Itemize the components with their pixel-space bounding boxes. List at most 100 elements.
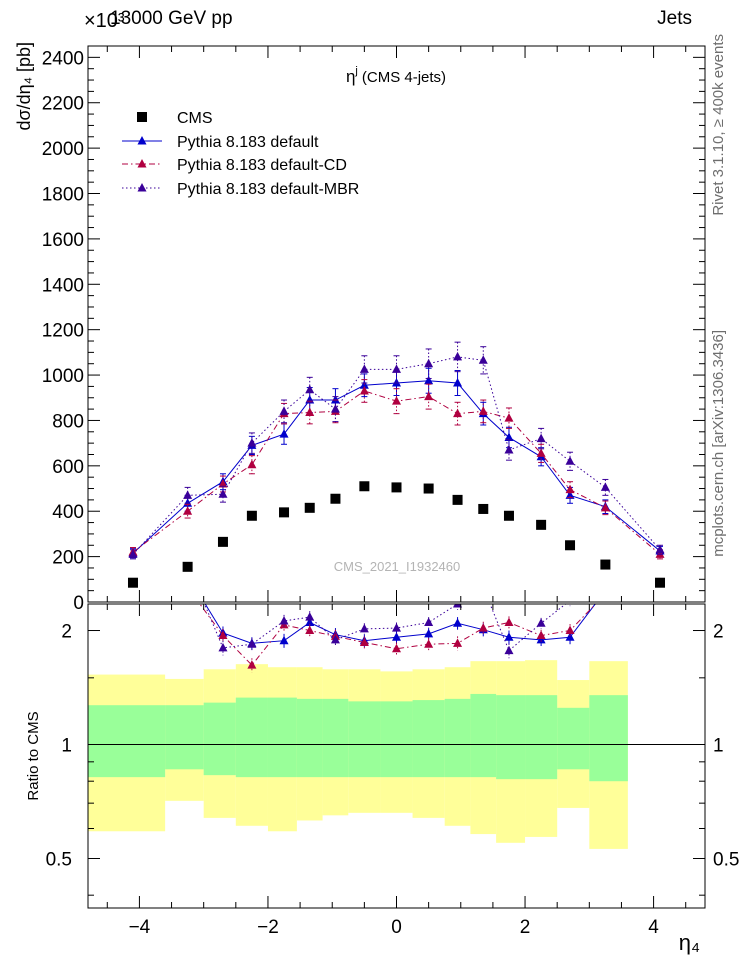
- ratio-axis-label: Ratio to CMS: [25, 711, 42, 800]
- y-tick-label: 600: [52, 457, 84, 478]
- data-point: [183, 506, 193, 515]
- ratio-point: [392, 623, 401, 632]
- legend-marker: [137, 159, 147, 168]
- data-point: [504, 413, 514, 422]
- data-point: [127, 577, 138, 588]
- data-point: [279, 406, 289, 415]
- ratio-y-tick-label: 2: [61, 622, 72, 643]
- ratio-y-tick-label-right: 1: [713, 736, 724, 757]
- ratio-point: [247, 660, 257, 669]
- ratio-band-inner: [322, 698, 349, 778]
- analysis-watermark: CMS_2021_I1932460: [334, 559, 461, 574]
- ratio-point: [453, 638, 463, 647]
- data-point: [305, 384, 315, 394]
- ratio-band-inner: [380, 701, 413, 778]
- data-point: [279, 429, 289, 438]
- ratio-band-inner: [525, 695, 558, 780]
- data-point: [392, 378, 401, 387]
- x-tick-label: −2: [257, 917, 279, 938]
- ratio-y-tick-label: 1: [61, 736, 72, 757]
- legend-label: Pythia 8.183 default-CD: [177, 157, 347, 174]
- data-point: [600, 482, 610, 491]
- data-point: [218, 489, 228, 498]
- ratio-point: [601, 586, 610, 595]
- data-point: [452, 494, 463, 505]
- ratio-point: [565, 604, 575, 605]
- data-point: [655, 577, 666, 588]
- main-frame: [87, 45, 706, 603]
- rivet-label: Rivet 3.1.10, ≥ 400k events: [710, 34, 727, 216]
- mcplots-label: mcplots.cern.ch [arXiv:1306.3436]: [710, 330, 727, 557]
- ratio-point: [183, 582, 192, 591]
- data-point: [247, 438, 257, 447]
- data-point: [478, 355, 488, 364]
- ratio-point: [536, 618, 546, 627]
- data-point: [391, 482, 402, 493]
- ratio-band-inner: [165, 705, 204, 770]
- data-point: [392, 396, 401, 405]
- legend-entry: Pythia 8.183 default: [122, 134, 319, 151]
- ratio-point: [218, 642, 228, 652]
- data-point: [424, 358, 434, 368]
- ratio-point: [479, 582, 488, 591]
- ratio-point: [359, 637, 369, 646]
- data-point: [217, 536, 228, 547]
- data-point: [536, 448, 546, 457]
- data-point: [424, 375, 434, 385]
- ratio-point: [279, 635, 289, 645]
- data-point: [128, 549, 138, 558]
- data-point: [424, 391, 434, 401]
- axes: 0200400600800100012001400160018002000220…: [42, 45, 739, 938]
- ratio-point: [218, 630, 228, 640]
- ratio-band-inner: [557, 707, 590, 770]
- data-point: [453, 351, 463, 361]
- main-series: [127, 341, 666, 588]
- data-point: [246, 510, 257, 521]
- ratio-band-inner: [88, 705, 166, 778]
- ratio-point: [656, 589, 665, 598]
- ratio-point: [504, 632, 514, 641]
- ratio-point: [392, 643, 401, 653]
- y-tick-label: 1800: [42, 185, 84, 206]
- data-point: [453, 408, 463, 418]
- y-tick-label: 200: [52, 548, 84, 569]
- ratio-band-inner: [296, 698, 323, 778]
- data-point: [655, 544, 665, 554]
- ratio-point: [424, 639, 434, 648]
- ratio-y-tick-label-right: 0.5: [713, 849, 739, 870]
- data-point: [503, 510, 514, 521]
- ratio-point: [504, 645, 514, 655]
- legend-entry: Pythia 8.183 default-CD: [122, 157, 347, 174]
- ratio-band-inner: [412, 700, 445, 778]
- legend-marker: [137, 136, 147, 145]
- header-energy: 13000 GeV pp: [110, 8, 233, 29]
- ratio-point: [536, 634, 546, 644]
- y-axis-label: dσ/dη₄ [pb]: [14, 42, 34, 131]
- exponent-label: ×10³: [84, 10, 125, 32]
- ratio-band-inner: [496, 695, 526, 780]
- ratio-point: [359, 623, 369, 633]
- y-tick-label: 1000: [42, 366, 84, 387]
- ratio-point: [478, 623, 488, 632]
- ratio-band-inner: [348, 701, 381, 778]
- legend-label: CMS: [177, 110, 213, 127]
- data-point: [565, 456, 575, 465]
- ratio-point: [453, 604, 463, 608]
- data-point: [330, 404, 340, 413]
- data-point: [565, 540, 576, 551]
- ratio-series-1: [183, 582, 665, 673]
- x-tick-label: −4: [129, 917, 151, 938]
- legend-label: Pythia 8.183 default-MBR: [177, 181, 359, 198]
- series-line: [132, 390, 661, 555]
- y-tick-label: 0: [73, 593, 84, 614]
- ratio-point: [424, 617, 434, 626]
- data-point: [478, 503, 489, 514]
- ratio-point: [247, 639, 257, 648]
- ratio-band-inner: [203, 702, 236, 776]
- data-point: [359, 385, 369, 395]
- plot-title: ηj (CMS 4-jets): [346, 65, 446, 86]
- y-tick-label: 2400: [42, 48, 84, 69]
- y-tick-label: 2000: [42, 139, 84, 160]
- data-point: [504, 432, 514, 441]
- data-point: [478, 406, 488, 415]
